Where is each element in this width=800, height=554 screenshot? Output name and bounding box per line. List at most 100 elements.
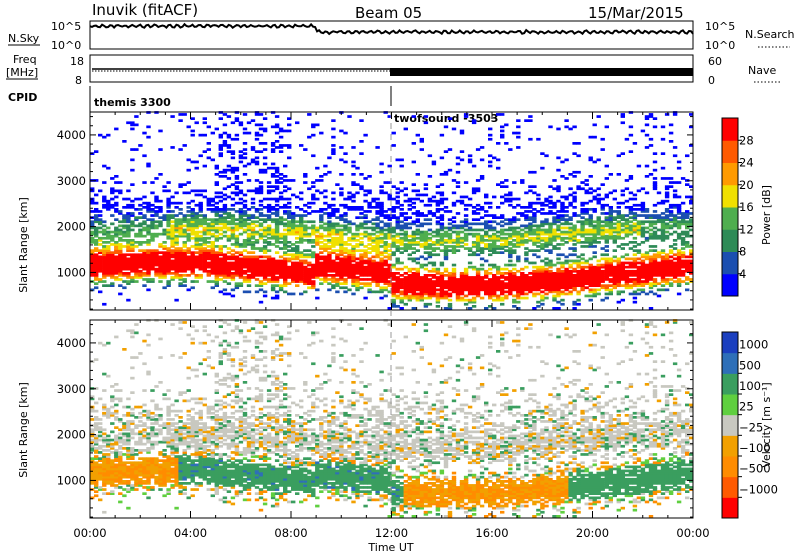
power-cell (632, 241, 638, 244)
power-cell (218, 133, 223, 137)
power-cell (435, 272, 441, 275)
power-cell (166, 284, 171, 287)
power-cell (612, 284, 617, 287)
power-cell (508, 191, 513, 195)
power-cell (524, 206, 529, 209)
power-cell (190, 133, 195, 137)
power-cell (222, 265, 228, 269)
power-cell (222, 222, 228, 226)
power-cell (689, 125, 694, 129)
power-cell (283, 175, 288, 178)
power-cell (616, 230, 621, 234)
power-cell (182, 234, 187, 238)
power-cell (596, 292, 601, 296)
power-cell (214, 265, 219, 269)
power-cell (455, 162, 461, 166)
power-cell (150, 261, 155, 265)
power-cell (447, 117, 453, 120)
power-cell (335, 230, 340, 234)
power-cell (110, 187, 115, 191)
power-cell (560, 203, 565, 207)
power-cell (182, 216, 187, 219)
power-cell (652, 230, 658, 234)
power-cell (311, 282, 316, 285)
power-cell (484, 232, 489, 236)
power-cell (572, 206, 577, 209)
power-cell (343, 278, 348, 281)
velocity-cell (90, 440, 95, 444)
power-cell (516, 243, 521, 246)
power-cell (347, 288, 352, 292)
power-cell (90, 265, 95, 269)
power-cell (371, 241, 376, 244)
power-cell (327, 224, 332, 228)
power-cell (166, 267, 171, 271)
power-cell (463, 286, 469, 290)
power-cell (423, 305, 429, 308)
power-cell (459, 282, 465, 285)
power-cell (186, 261, 191, 265)
power-cell (98, 222, 103, 226)
power-cell (238, 216, 244, 219)
power-cell (383, 255, 388, 259)
power-cell (620, 274, 625, 277)
power-cell (479, 247, 485, 250)
power-cell (110, 253, 115, 257)
power-cell (258, 234, 264, 238)
power-cell (150, 239, 155, 242)
power-cell (407, 234, 412, 238)
power-cell (600, 208, 605, 211)
power-cell (604, 267, 609, 271)
power-cell (435, 216, 441, 219)
power-cell (403, 296, 408, 300)
power-cell (138, 249, 143, 252)
power-cell (262, 274, 268, 277)
power-cell (680, 251, 686, 254)
power-cell (528, 232, 533, 236)
power-cell (403, 294, 408, 298)
power-cell (580, 212, 585, 215)
power-cell (676, 220, 682, 224)
power-cell (447, 294, 453, 298)
power-cell (475, 276, 481, 279)
power-cell (238, 156, 244, 160)
power-cell (218, 247, 223, 250)
power-cell (379, 201, 384, 205)
power-cell (182, 253, 187, 257)
power-cell (492, 220, 497, 224)
power-cell (146, 253, 151, 257)
power-cell (616, 282, 621, 285)
power-cell (576, 261, 581, 265)
power-cell (500, 125, 505, 129)
power-cell (102, 181, 107, 184)
power-cell (608, 220, 613, 224)
power-cell (218, 208, 223, 211)
power-cell (636, 249, 642, 252)
power-cell (383, 241, 388, 244)
power-cell (415, 296, 420, 300)
power-cell (459, 129, 465, 133)
power-cell (484, 220, 489, 224)
power-cell (383, 214, 388, 217)
power-cell (210, 255, 215, 259)
power-cell (355, 263, 360, 267)
power-cell (644, 239, 650, 242)
power-cell (230, 261, 236, 265)
power-cell (435, 222, 441, 226)
power-cell (242, 255, 248, 259)
power-cell (311, 133, 316, 137)
power-cell (274, 179, 280, 182)
power-cell (383, 249, 388, 252)
power-cell (142, 284, 147, 287)
power-cell (146, 210, 151, 213)
power-cell (508, 251, 513, 254)
power-cell (274, 123, 280, 127)
power-cell (375, 290, 380, 294)
power-cell (254, 156, 260, 160)
power-cell (411, 288, 416, 292)
power-cell (572, 249, 577, 252)
power-cell (604, 292, 609, 296)
power-cell (327, 265, 332, 269)
power-cell (616, 274, 621, 277)
power-cell (532, 218, 537, 221)
